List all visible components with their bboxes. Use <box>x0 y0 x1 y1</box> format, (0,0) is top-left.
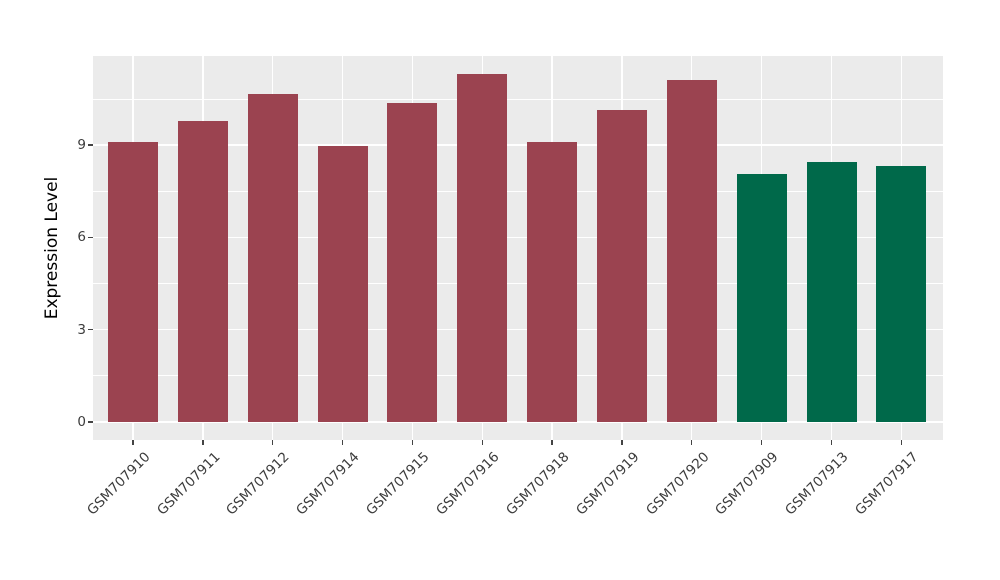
bar-GSM707912 <box>247 94 298 422</box>
bar-GSM707913 <box>806 161 857 422</box>
xtick-mark-GSM707911 <box>202 440 204 445</box>
ytick-label-0: 0 <box>77 414 86 430</box>
xtick-label-GSM707909: GSM707909 <box>712 449 782 519</box>
major-gridline-y-0 <box>93 421 943 423</box>
minor-gridline-y-4.5 <box>93 283 943 284</box>
xtick-label-GSM707915: GSM707915 <box>363 449 433 519</box>
xtick-label-GSM707912: GSM707912 <box>223 449 294 519</box>
xtick-label-GSM707917: GSM707917 <box>852 449 922 519</box>
major-gridline-y-3 <box>93 328 943 331</box>
xtick-mark-GSM707914 <box>341 440 344 445</box>
xtick-mark-GSM707912 <box>272 440 274 445</box>
xtick-label-GSM707916: GSM707916 <box>433 449 503 519</box>
xtick-mark-GSM707915 <box>411 440 414 445</box>
minor-gridline-y-1.5 <box>93 375 943 377</box>
ytick-mark-0 <box>88 421 93 423</box>
bar-GSM707917 <box>876 166 927 422</box>
ytick-label-6: 6 <box>77 229 86 246</box>
xtick-label-GSM707918: GSM707918 <box>502 449 573 519</box>
bar-GSM707919 <box>596 109 647 422</box>
minor-gridline-y-10.5 <box>93 98 943 100</box>
bar-GSM707911 <box>177 120 228 422</box>
major-gridline-y-6 <box>93 236 943 239</box>
bar-GSM707915 <box>387 103 438 422</box>
bar-GSM707920 <box>666 80 717 422</box>
xtick-label-GSM707911: GSM707911 <box>153 449 224 519</box>
xtick-label-GSM707913: GSM707913 <box>782 449 852 519</box>
xtick-mark-GSM707917 <box>900 440 903 445</box>
xtick-label-GSM707914: GSM707914 <box>293 449 363 519</box>
xtick-label-GSM707910: GSM707910 <box>83 449 154 519</box>
bar-GSM707909 <box>736 174 787 422</box>
minor-gridline-y-7.5 <box>93 190 943 192</box>
plot-panel <box>93 56 943 440</box>
ytick-mark-3 <box>88 329 93 331</box>
xtick-mark-GSM707919 <box>621 440 623 445</box>
bar-GSM707914 <box>317 145 368 422</box>
ytick-mark-6 <box>88 236 93 239</box>
y-axis-title-text: Expression Level <box>42 176 62 320</box>
bar-GSM707918 <box>527 141 578 422</box>
xtick-mark-GSM707909 <box>760 440 763 445</box>
xtick-mark-GSM707913 <box>830 440 833 445</box>
xtick-mark-GSM707920 <box>691 440 693 445</box>
bar-GSM707910 <box>108 142 158 422</box>
ytick-label-9: 9 <box>77 137 86 154</box>
ytick-mark-9 <box>88 144 93 146</box>
bar-GSM707916 <box>457 73 508 422</box>
xtick-mark-GSM707918 <box>551 440 553 445</box>
xtick-mark-GSM707916 <box>481 440 483 445</box>
major-gridline-y-9 <box>93 144 943 146</box>
ytick-label-3: 3 <box>77 321 86 338</box>
xtick-label-GSM707919: GSM707919 <box>572 449 643 519</box>
xtick-label-GSM707920: GSM707920 <box>642 449 713 519</box>
xtick-mark-GSM707910 <box>132 440 134 445</box>
